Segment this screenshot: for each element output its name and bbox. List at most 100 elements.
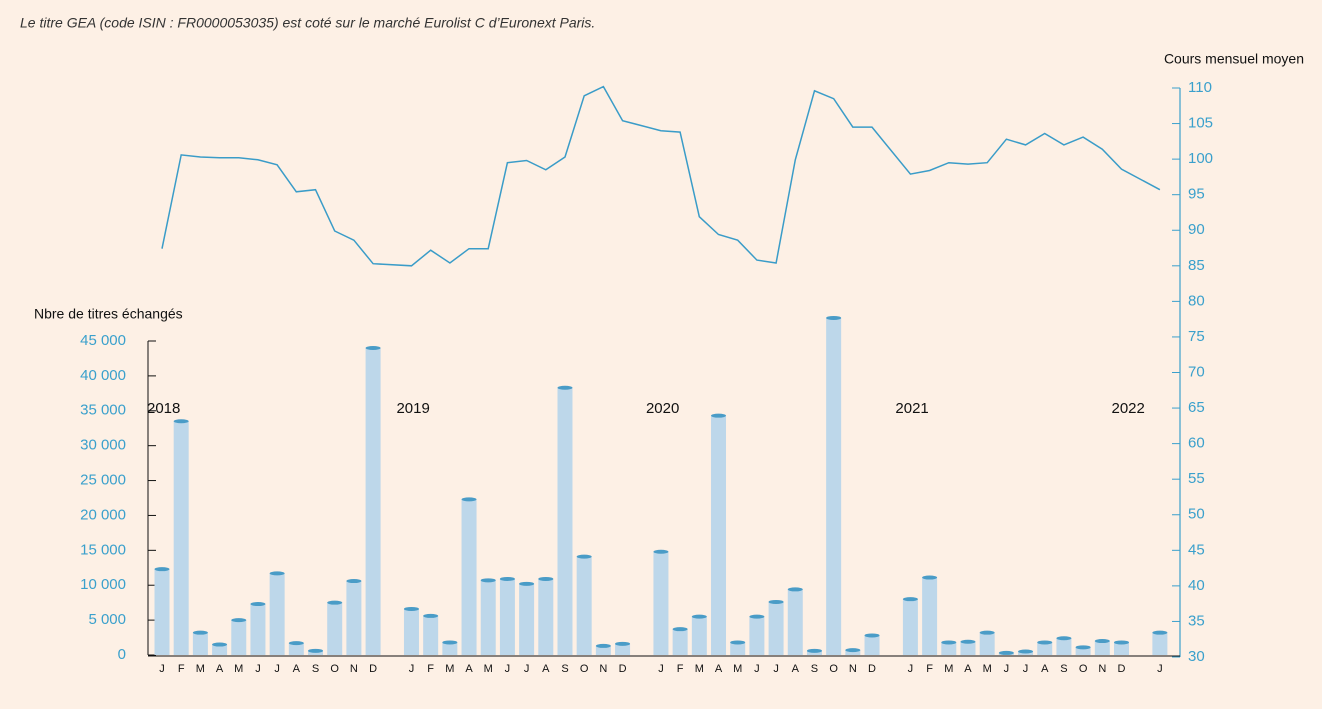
- bar-cap: [864, 633, 880, 638]
- x-tick-label: J: [505, 663, 511, 675]
- bar-cap: [1037, 640, 1053, 645]
- bar: [1075, 647, 1091, 655]
- bar-cap: [1094, 639, 1110, 644]
- bar: [154, 569, 170, 655]
- x-tick-label: A: [216, 663, 224, 675]
- y-tick-label: 40 000: [80, 367, 126, 384]
- bar-cap: [845, 648, 861, 653]
- y2-tick-label: 50: [1188, 506, 1205, 523]
- x-tick-label: O: [829, 663, 838, 675]
- x-tick-label: J: [754, 663, 760, 675]
- bar-cap: [960, 639, 976, 644]
- bar: [576, 556, 592, 655]
- bar: [1114, 642, 1129, 655]
- y-tick-label: 30 000: [80, 437, 126, 454]
- y2-tick-label: 70: [1188, 363, 1205, 380]
- bar: [653, 551, 669, 655]
- x-tick-label: O: [580, 663, 589, 675]
- year-label: 2018: [147, 400, 180, 417]
- y-tick-label: 0: [118, 646, 126, 663]
- x-tick-label: M: [983, 663, 992, 675]
- x-tick-label: M: [234, 663, 243, 675]
- bar-cap: [346, 579, 362, 584]
- y2-tick-label: 95: [1188, 186, 1205, 203]
- x-tick-label: J: [908, 663, 914, 675]
- x-tick-label: M: [944, 663, 953, 675]
- bar: [365, 347, 381, 655]
- year-label: 2019: [396, 400, 429, 417]
- x-tick-label: S: [561, 663, 568, 675]
- x-tick-label: N: [350, 663, 358, 675]
- y2-tick-label: 85: [1188, 257, 1205, 274]
- bar-cap: [403, 606, 419, 611]
- bar-cap: [826, 315, 842, 320]
- year-label: 2020: [646, 400, 679, 417]
- y2-tick-label: 80: [1188, 292, 1205, 309]
- x-tick-label: D: [619, 663, 627, 675]
- x-tick-label: J: [773, 663, 779, 675]
- bar: [595, 645, 611, 655]
- y2-tick-label: 45: [1188, 541, 1205, 558]
- bar: [1056, 638, 1072, 655]
- x-tick-label: J: [524, 663, 530, 675]
- bar-cap: [902, 597, 918, 602]
- x-tick-label: A: [1041, 663, 1049, 675]
- bar: [212, 644, 228, 655]
- bar-cap: [442, 640, 458, 645]
- x-tick-label: A: [293, 663, 301, 675]
- bar: [461, 499, 477, 655]
- x-tick-label: N: [849, 663, 857, 675]
- bar: [711, 415, 727, 655]
- x-tick-label: N: [1098, 663, 1106, 675]
- bar-cap: [231, 618, 247, 623]
- bar-cap: [308, 648, 324, 653]
- bar-cap: [998, 650, 1014, 655]
- bar-cap: [365, 345, 381, 350]
- bar-cap: [711, 413, 727, 418]
- price-line: [161, 85, 1161, 267]
- bar: [442, 642, 458, 655]
- x-tick-label: J: [1023, 663, 1029, 675]
- bar: [922, 577, 938, 655]
- bar-cap: [749, 614, 765, 619]
- bar-cap: [327, 600, 343, 605]
- bar-cap: [941, 640, 957, 645]
- bar: [691, 616, 707, 655]
- y-tick-label: 35 000: [80, 402, 126, 419]
- bar: [288, 643, 304, 655]
- year-label: 2021: [895, 400, 928, 417]
- bar: [787, 589, 803, 655]
- x-tick-label: A: [465, 663, 473, 675]
- bar-cap: [288, 641, 304, 646]
- y-tick-label: 5 000: [88, 611, 126, 628]
- x-tick-label: M: [733, 663, 742, 675]
- x-tick-label: O: [1079, 663, 1088, 675]
- bar: [423, 615, 439, 655]
- bar-cap: [423, 613, 439, 618]
- bar-cap: [1018, 649, 1034, 654]
- bar-cap: [922, 575, 938, 580]
- bar-cap: [576, 554, 592, 559]
- x-tick-label: M: [445, 663, 454, 675]
- bar: [749, 616, 765, 655]
- bar: [538, 578, 554, 655]
- bar-cap: [250, 602, 266, 607]
- bar: [557, 387, 573, 655]
- y2-tick-label: 110: [1188, 79, 1212, 96]
- x-tick-label: J: [159, 663, 165, 675]
- bar-cap: [1075, 645, 1091, 650]
- y2-tick-label: 35: [1188, 612, 1205, 629]
- x-tick-label: D: [369, 663, 377, 675]
- bar: [480, 580, 496, 655]
- bar-cap: [768, 599, 784, 604]
- bar: [806, 650, 822, 655]
- bar: [960, 641, 976, 655]
- year-label: 2022: [1112, 400, 1145, 417]
- y2-tick-label: 55: [1188, 470, 1205, 487]
- y-tick-label: 25 000: [80, 472, 126, 489]
- y-tick-label: 45 000: [80, 332, 126, 349]
- y2-tick-label: 30: [1188, 648, 1205, 665]
- y-axis-title: Nbre de titres échangés: [34, 306, 183, 322]
- bar: [173, 421, 189, 655]
